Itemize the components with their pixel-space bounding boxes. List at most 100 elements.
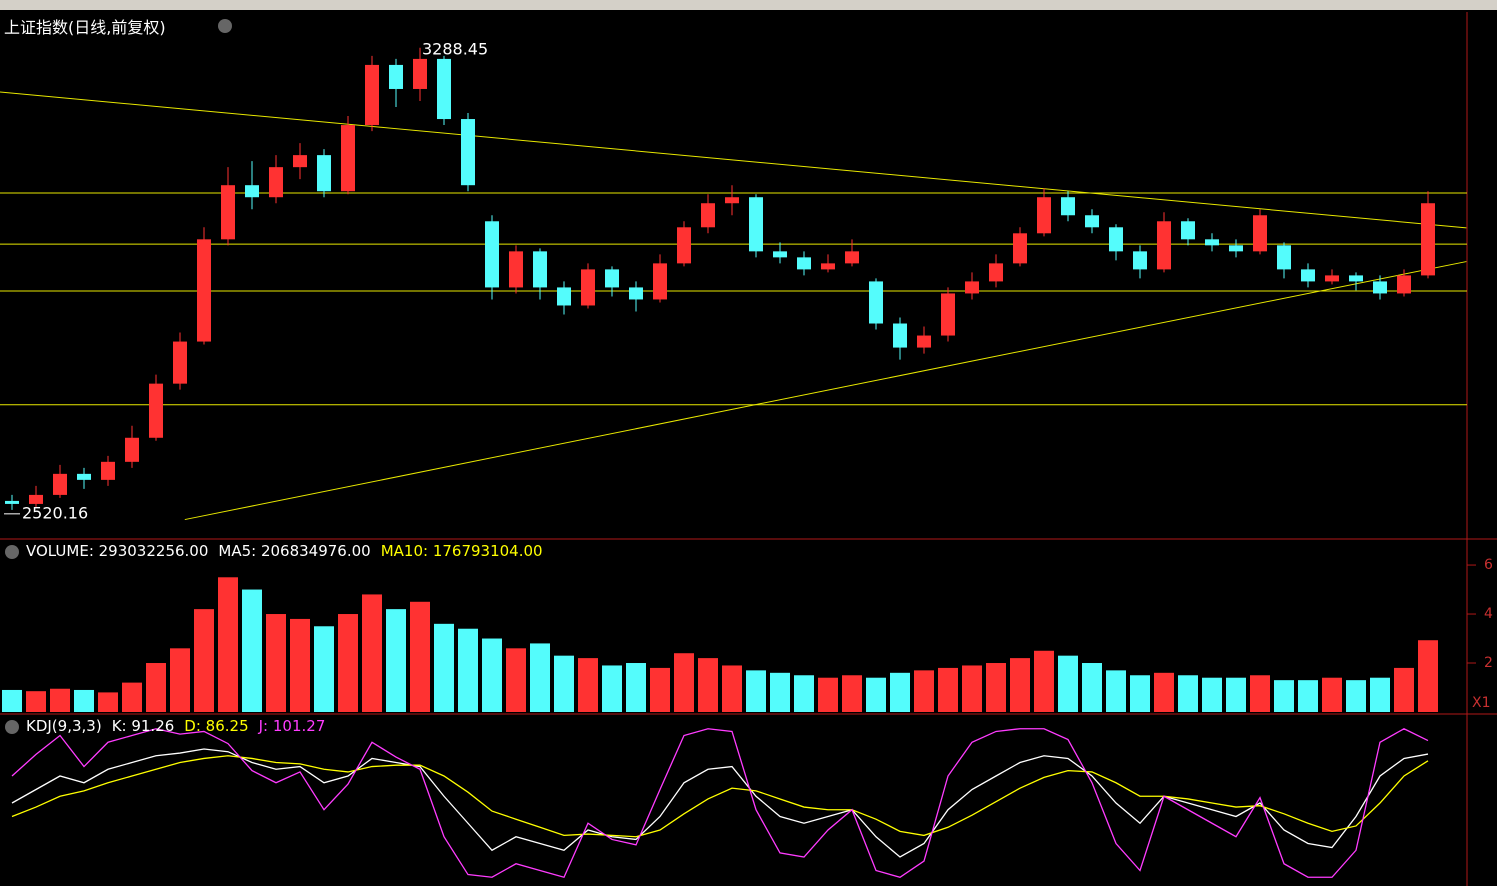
- volume-bar: [698, 658, 718, 712]
- volume-bar: [290, 618, 310, 712]
- candle-body: [1349, 275, 1363, 282]
- volume-bar: [914, 670, 934, 712]
- volume-bar: [578, 658, 598, 712]
- candle-body: [581, 269, 595, 306]
- candle-body: [1085, 215, 1099, 228]
- volume-bar: [1130, 675, 1150, 712]
- volume-bar: [362, 594, 382, 712]
- candle-body: [1157, 221, 1171, 270]
- menu-bar: [0, 0, 1497, 10]
- volume-bar: [1082, 663, 1102, 712]
- candle-body: [485, 221, 499, 288]
- candle-body: [125, 437, 139, 462]
- volume-bar: [74, 689, 94, 712]
- trend-line: [0, 91, 1467, 229]
- panel-menu[interactable]: [5, 545, 19, 559]
- volume-bar: [1154, 672, 1174, 712]
- volume-bar: [1226, 677, 1246, 712]
- candle-body: [1373, 281, 1387, 294]
- candle-body: [797, 257, 811, 270]
- candle-body: [893, 323, 907, 348]
- candle-body: [77, 473, 91, 480]
- volume-bar: [266, 614, 286, 712]
- candle-body: [149, 383, 163, 438]
- candle-body: [53, 473, 67, 495]
- volume-bar: [194, 609, 214, 712]
- candle-body: [1109, 227, 1123, 252]
- candle-body: [461, 119, 475, 186]
- candle-body: [1325, 275, 1339, 282]
- volume-bar: [1010, 658, 1030, 712]
- candle-body: [293, 155, 307, 168]
- candle-body: [5, 500, 19, 504]
- candle-body: [965, 281, 979, 294]
- volume-bar: [1370, 677, 1390, 712]
- volume-bar: [242, 589, 262, 712]
- volume-bar: [170, 648, 190, 712]
- candle-body: [1397, 275, 1411, 294]
- legend-entry: J: 101.27: [258, 717, 326, 735]
- legend-entry: K: 91.26: [111, 717, 175, 735]
- candle-body: [725, 197, 739, 204]
- volume-bar: [770, 672, 790, 712]
- volume-bar: [482, 638, 502, 712]
- legend-entry: KDJ(9,3,3): [26, 717, 102, 735]
- candle-body: [437, 58, 451, 120]
- candle-body: [317, 155, 331, 192]
- volume-bar: [434, 623, 454, 712]
- panel-menu[interactable]: [5, 720, 19, 734]
- high-label: 3288.45: [422, 39, 488, 58]
- volume-bar: [2, 689, 22, 712]
- candle-body: [413, 58, 427, 89]
- candle-body: [245, 185, 259, 198]
- candle-body: [533, 251, 547, 288]
- low-label: 2520.16: [22, 503, 88, 522]
- y-tick-label: 4: [1484, 606, 1493, 622]
- volume-bar: [890, 672, 910, 712]
- volume-bar: [650, 667, 670, 712]
- candle-body: [653, 263, 667, 300]
- trend-line: [184, 261, 1467, 521]
- volume-bar: [1322, 677, 1342, 712]
- candle-body: [29, 494, 43, 504]
- candle-body: [1277, 245, 1291, 270]
- candle-body: [1061, 197, 1075, 216]
- volume-bar: [674, 653, 694, 712]
- volume-bar: [554, 655, 574, 712]
- kdj-line: [11, 728, 1429, 879]
- legend-entry: MA5: 206834976.00: [218, 542, 371, 560]
- volume-bar: [338, 614, 358, 712]
- volume-bar: [794, 675, 814, 712]
- candle-body: [989, 263, 1003, 282]
- volume-bar: [1202, 677, 1222, 712]
- volume-bar: [506, 648, 526, 712]
- y-tick-label: 2: [1484, 655, 1493, 671]
- volume-bar: [530, 643, 550, 712]
- candle-body: [509, 251, 523, 288]
- volume-bar: [1274, 680, 1294, 712]
- candle-body: [1181, 221, 1195, 240]
- volume-bar: [818, 677, 838, 712]
- candle-body: [173, 341, 187, 384]
- volume-bar: [50, 688, 70, 712]
- candle-body: [1229, 245, 1243, 252]
- legend-entry: D: 86.25: [184, 717, 249, 735]
- candle-body: [845, 251, 859, 264]
- volume-bar: [1106, 670, 1126, 712]
- y-tick-label: 6: [1484, 557, 1493, 573]
- volume-bar: [938, 667, 958, 712]
- volume-bar: [746, 670, 766, 712]
- candle-body: [749, 197, 763, 252]
- kdj-line: [11, 748, 1429, 858]
- candle-body: [869, 281, 883, 324]
- volume-bar: [146, 663, 166, 712]
- title-menu[interactable]: [218, 19, 232, 33]
- volume-bar: [1250, 675, 1270, 712]
- candle-body: [365, 64, 379, 126]
- volume-bar: [866, 677, 886, 712]
- legend-entry: MA10: 176793104.00: [380, 542, 543, 560]
- candle-body: [1421, 203, 1435, 276]
- candle-body: [1133, 251, 1147, 270]
- volume-bar: [98, 692, 118, 712]
